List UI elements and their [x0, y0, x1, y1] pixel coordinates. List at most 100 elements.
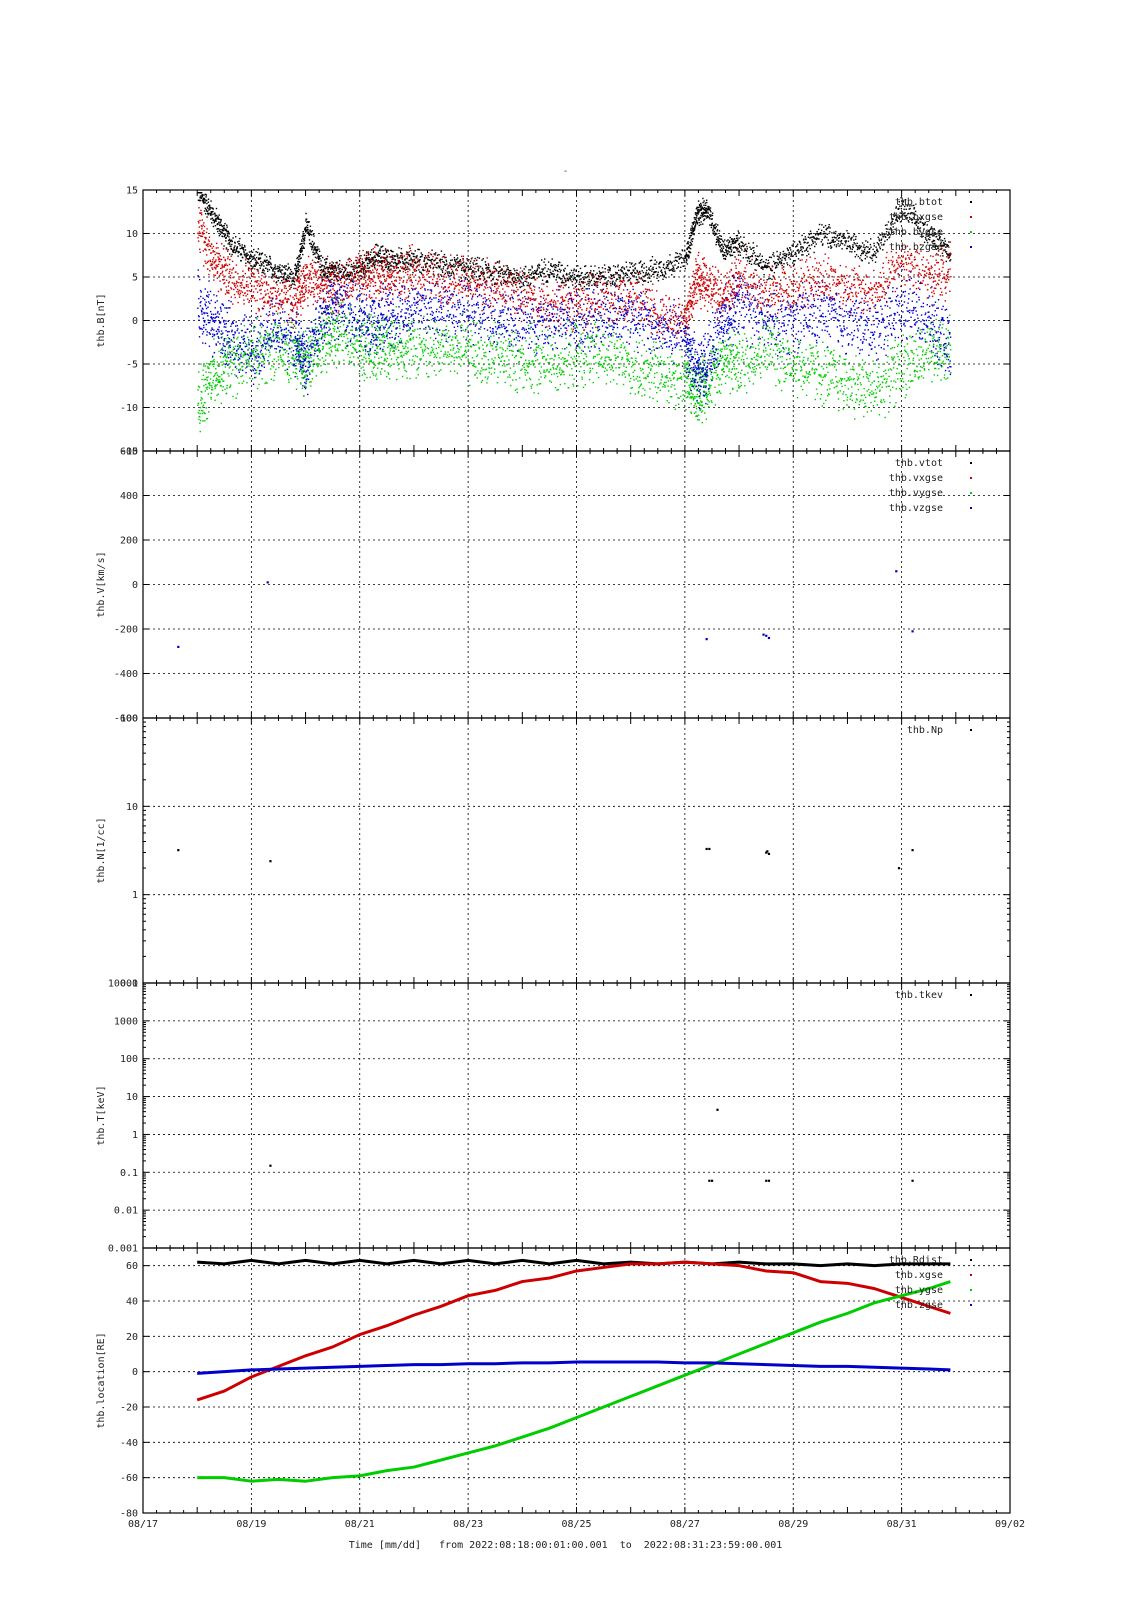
data-point — [253, 297, 256, 299]
data-point — [487, 263, 490, 265]
data-point — [306, 273, 309, 275]
data-point — [259, 252, 261, 255]
data-point — [226, 268, 228, 271]
data-point — [929, 236, 931, 239]
data-point — [525, 275, 528, 278]
data-point — [214, 219, 217, 221]
data-point — [639, 270, 641, 273]
data-point — [348, 295, 351, 297]
data-point — [263, 305, 265, 307]
data-point — [381, 265, 384, 268]
data-point — [392, 265, 394, 268]
data-point — [229, 268, 231, 271]
data-point — [472, 263, 475, 266]
data-point — [756, 255, 758, 257]
data-point — [728, 241, 731, 243]
data-point — [431, 249, 433, 251]
data-point — [528, 285, 531, 288]
data-point — [412, 271, 414, 274]
data-point — [865, 245, 868, 248]
data-point — [342, 272, 345, 274]
data-point — [869, 256, 871, 259]
data-point — [210, 243, 213, 245]
data-point — [284, 273, 287, 275]
data-point — [788, 256, 790, 259]
data-point — [740, 247, 742, 250]
data-point — [664, 267, 666, 270]
data-point — [411, 259, 413, 261]
data-point — [689, 251, 692, 254]
data-point — [488, 277, 490, 279]
y-tick-label: -10 — [120, 403, 138, 414]
data-point — [320, 297, 323, 300]
data-point — [248, 299, 251, 302]
data-point — [225, 263, 227, 265]
data-point — [466, 274, 468, 277]
data-point — [442, 288, 444, 290]
data-point — [652, 266, 654, 269]
data-point — [383, 257, 385, 259]
data-point — [656, 275, 658, 277]
data-point — [303, 243, 306, 245]
data-point — [217, 218, 220, 220]
data-point — [467, 295, 469, 297]
data-point — [387, 263, 389, 266]
data-point — [690, 242, 692, 245]
data-point — [554, 266, 556, 268]
data-point — [505, 270, 508, 272]
data-point — [613, 284, 616, 286]
data-point — [886, 238, 888, 241]
data-point — [539, 274, 542, 276]
data-point — [526, 284, 528, 287]
data-point — [417, 258, 419, 260]
data-point — [433, 253, 435, 255]
data-point — [394, 265, 396, 268]
data-point — [792, 262, 794, 264]
data-point — [203, 225, 206, 228]
data-point — [870, 246, 872, 248]
data-point — [284, 285, 287, 287]
data-point — [777, 259, 780, 261]
data-point — [442, 268, 444, 270]
data-point — [285, 278, 288, 280]
data-point — [668, 262, 670, 264]
data-point — [540, 274, 542, 277]
data-point — [229, 239, 231, 241]
data-point — [244, 272, 247, 275]
data-point — [370, 279, 372, 281]
data-point — [297, 277, 299, 279]
data-point — [825, 232, 827, 235]
data-point — [420, 272, 423, 275]
data-point — [703, 206, 706, 209]
data-point — [779, 252, 782, 254]
data-point — [730, 251, 732, 253]
data-point — [462, 257, 464, 260]
data-point — [515, 286, 518, 289]
data-point — [412, 267, 414, 269]
data-point — [210, 200, 212, 202]
data-point — [212, 250, 214, 252]
data-point — [563, 270, 565, 272]
data-point — [740, 241, 742, 243]
data-point — [428, 251, 430, 254]
data-point — [730, 244, 732, 246]
data-point — [366, 264, 369, 267]
data-point — [537, 264, 539, 267]
data-point — [394, 262, 397, 264]
data-point — [798, 252, 800, 254]
data-point — [666, 264, 668, 266]
data-point — [609, 282, 612, 285]
data-point — [484, 278, 486, 280]
data-point — [310, 234, 313, 236]
data-point — [281, 303, 283, 305]
data-point — [761, 267, 764, 269]
data-point — [267, 302, 270, 304]
data-point — [257, 270, 259, 273]
data-point — [472, 278, 475, 280]
data-point — [300, 314, 302, 316]
data-point — [913, 208, 915, 210]
data-point — [697, 211, 699, 214]
data-point — [328, 273, 331, 276]
data-point — [590, 302, 592, 305]
data-point — [503, 273, 506, 275]
